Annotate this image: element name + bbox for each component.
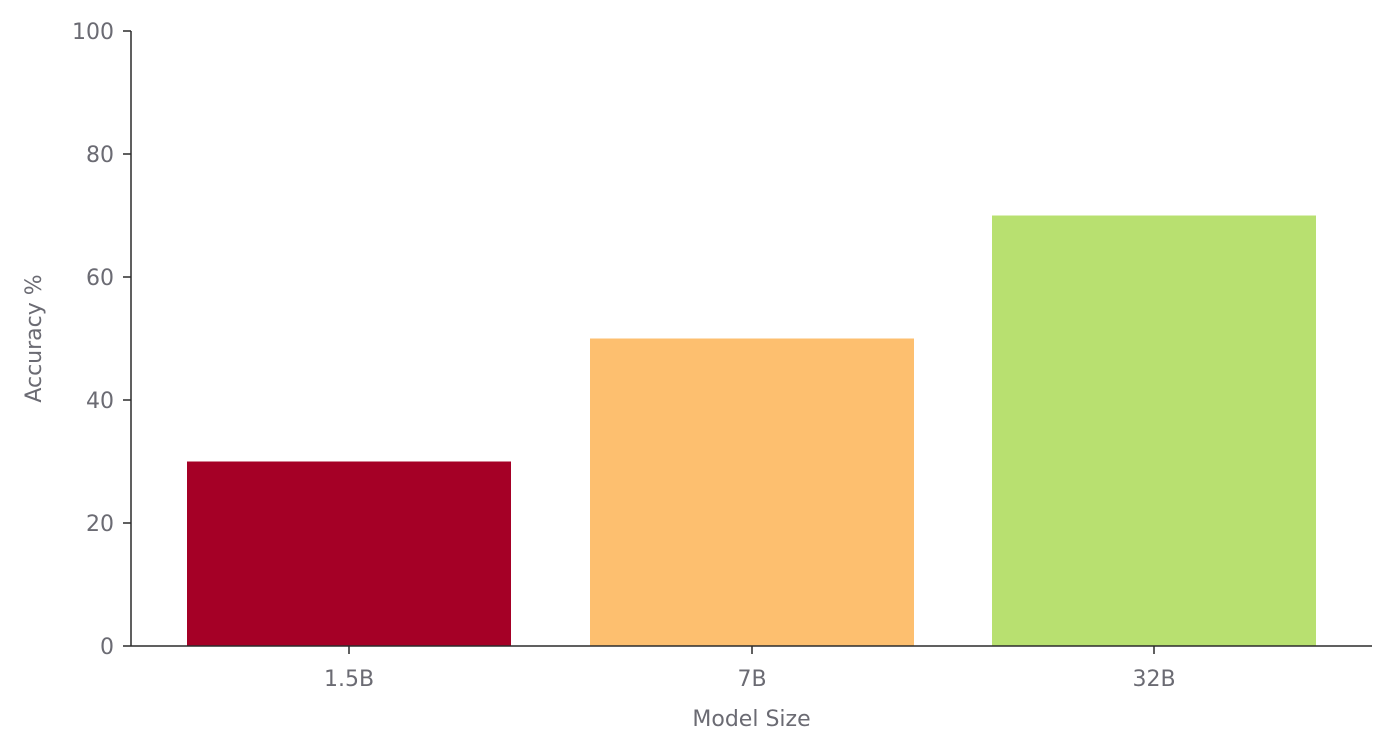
x-axis: 1.5B 7B 32B (131, 645, 1372, 692)
y-axis-title: Accuracy % (22, 274, 47, 402)
bar-7b (590, 338, 914, 646)
y-tick-label: 20 (86, 512, 114, 537)
y-tick-label: 0 (100, 635, 114, 660)
x-axis-title: Model Size (692, 707, 810, 732)
bar-1-5b (187, 461, 511, 646)
x-tick-label: 32B (1132, 667, 1175, 692)
x-tick-label: 7B (737, 667, 766, 692)
y-tick-label: 100 (72, 20, 114, 45)
bars-layer (187, 215, 1316, 646)
y-axis: 0 20 40 60 80 100 (72, 20, 132, 660)
y-tick-label: 60 (86, 266, 114, 291)
y-tick-label: 80 (86, 143, 114, 168)
bar-32b (992, 215, 1316, 646)
y-tick-label: 40 (86, 389, 114, 414)
x-tick-label: 1.5B (324, 667, 374, 692)
